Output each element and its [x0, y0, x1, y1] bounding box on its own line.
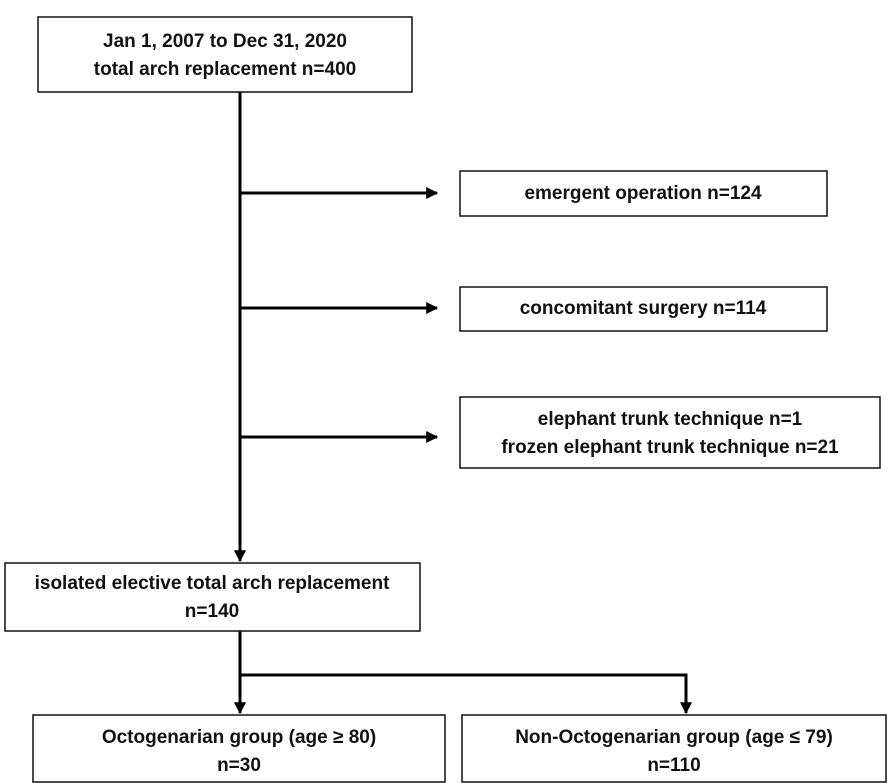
node-box — [32, 714, 446, 783]
node-text: Octogenarian group (age ≥ 80) — [102, 727, 376, 748]
node-text: n=110 — [647, 755, 700, 776]
node-text: n=30 — [217, 755, 261, 776]
node: elephant trunk technique n=1 frozen elep… — [459, 396, 881, 469]
node-text: n=140 — [185, 601, 239, 622]
node-box — [459, 396, 881, 469]
node-text: Jan 1, 2007 to Dec 31, 2020 — [103, 31, 347, 52]
node-text: frozen elephant trunk technique n=21 — [501, 437, 839, 458]
node: emergent operation n=124 — [459, 170, 828, 217]
node-text: isolated elective total arch replacement — [35, 573, 390, 594]
node-text: emergent operation n=124 — [524, 183, 761, 204]
node-text: elephant trunk technique n=1 — [538, 409, 803, 430]
node: isolated elective total arch replacement… — [4, 562, 421, 632]
node-text: Non-Octogenarian group (age ≤ 79) — [515, 727, 833, 748]
node-box — [459, 170, 828, 217]
node: Jan 1, 2007 to Dec 31, 2020 total arch r… — [37, 16, 413, 93]
node-text: total arch replacement n=400 — [94, 59, 356, 80]
node-box — [4, 562, 421, 632]
node-box — [37, 16, 413, 93]
node-box — [461, 714, 887, 783]
node: concomitant surgery n=114 — [459, 286, 828, 332]
node-text: concomitant surgery n=114 — [520, 298, 767, 319]
node-box — [459, 286, 828, 332]
node: Non-Octogenarian group (age ≤ 79) n=110 — [461, 714, 887, 783]
node: Octogenarian group (age ≥ 80) n=30 — [32, 714, 446, 783]
